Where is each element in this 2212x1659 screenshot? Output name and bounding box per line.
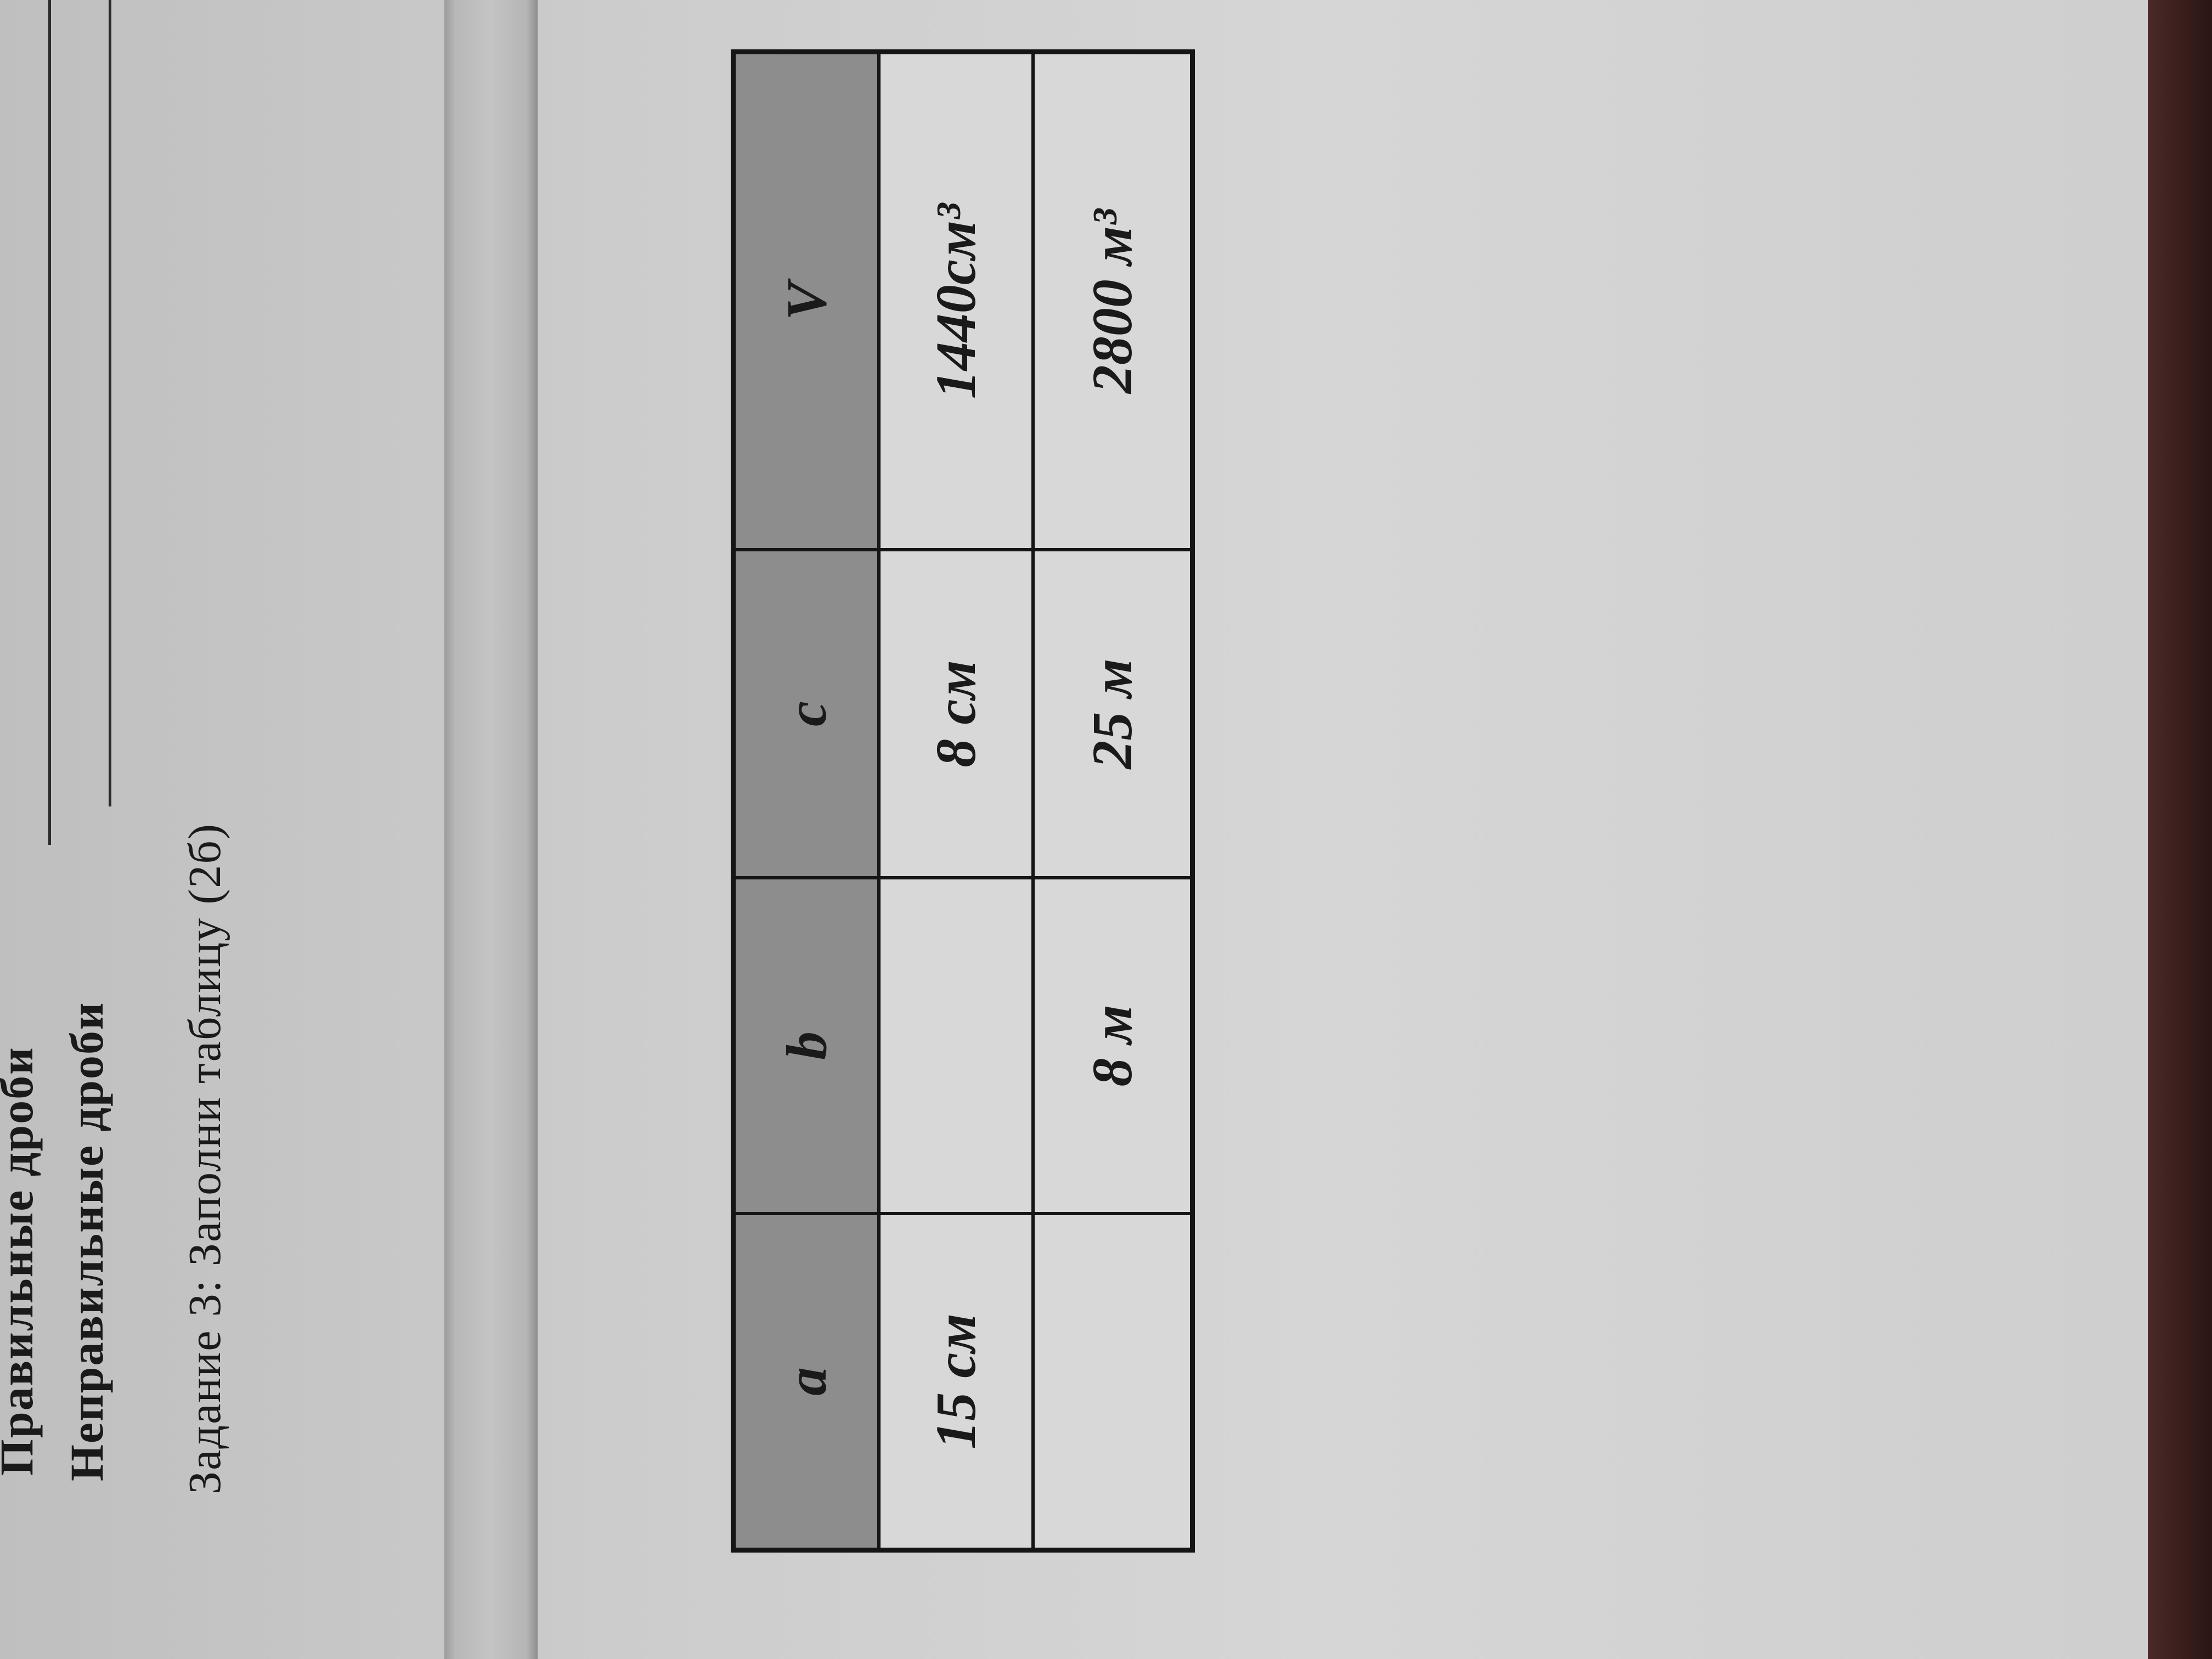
improper-fractions-answer-line[interactable] (109, 0, 111, 806)
proper-fractions-label: Правильные дроби (0, 1046, 43, 1476)
improper-fractions-label: Неправильные дроби (60, 1001, 113, 1481)
table-header-row: a b c V (733, 52, 879, 1550)
cell-b[interactable]: 8 м (1033, 878, 1193, 1214)
header-a: a (733, 1214, 879, 1550)
fill-table: a b c V 15 см 8 см 1440см³ 8 м 25 м 2800… (731, 49, 1195, 1553)
header-b: b (733, 878, 879, 1214)
cell-c[interactable]: 25 м (1033, 550, 1193, 878)
table-row: 15 см 8 см 1440см³ (879, 52, 1033, 1550)
task-title: Задание 3: Заполни таблицу (2б) (179, 822, 230, 1494)
cell-v[interactable]: 2800 м³ (1033, 52, 1193, 550)
header-v: V (733, 52, 879, 550)
cell-v[interactable]: 1440см³ (879, 52, 1033, 550)
proper-fractions-answer-line[interactable] (48, 0, 51, 845)
background-edge (2148, 0, 2212, 1659)
cell-a[interactable]: 15 см (879, 1214, 1033, 1550)
table-row: 8 м 25 м 2800 м³ (1033, 52, 1193, 1550)
cell-a[interactable] (1033, 1214, 1193, 1550)
cell-b[interactable] (879, 878, 1033, 1214)
header-c: c (733, 550, 879, 878)
cell-c[interactable]: 8 см (879, 550, 1033, 878)
page-fold-band (444, 0, 538, 1659)
